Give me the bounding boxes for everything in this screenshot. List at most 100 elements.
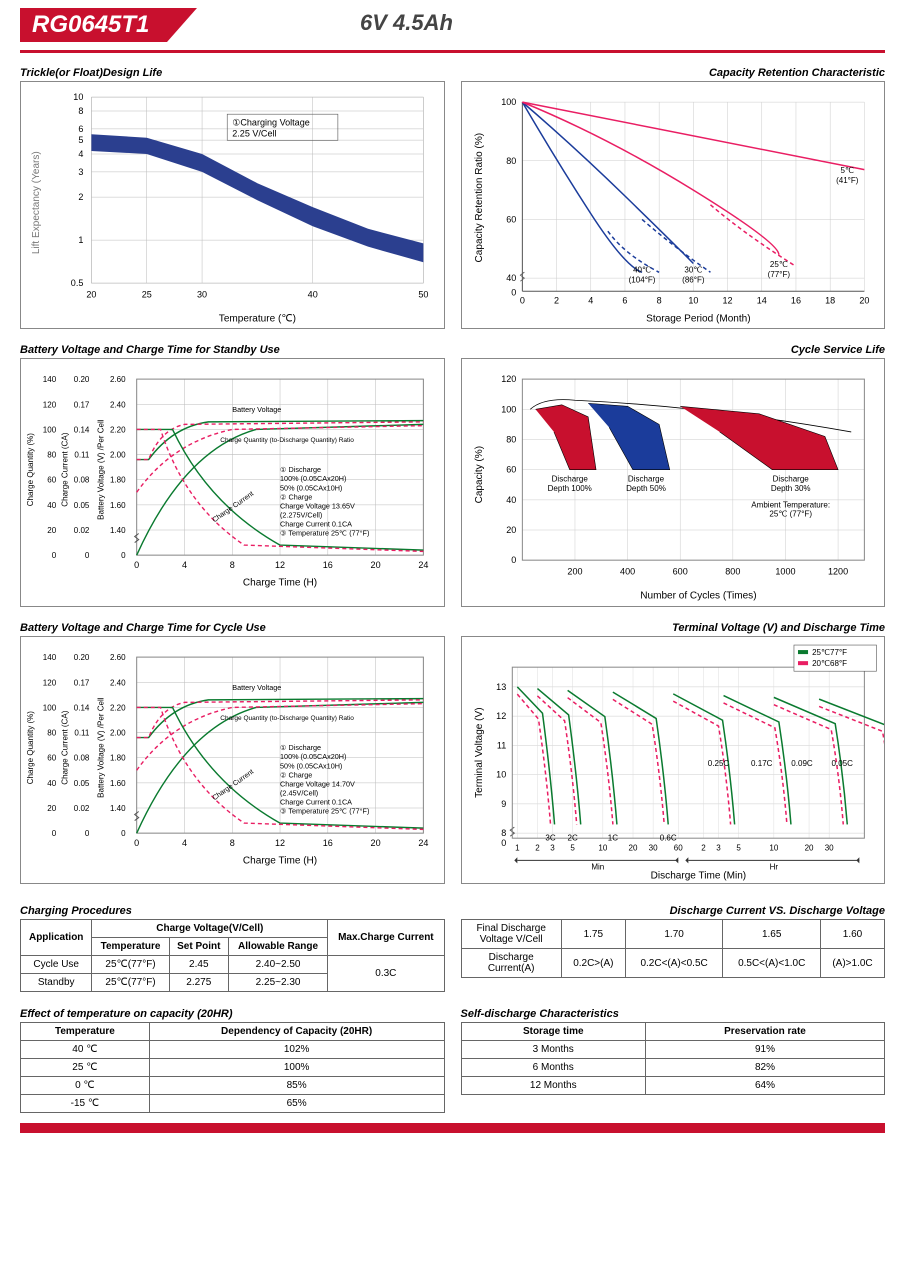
svg-text:1: 1 [515,843,520,852]
svg-text:0.11: 0.11 [74,728,90,737]
svg-text:Charge Current (CA): Charge Current (CA) [60,710,69,784]
header-rule [20,50,885,53]
svg-text:Capacity Retention Ratio (%): Capacity Retention Ratio (%) [474,133,485,263]
chart6: 89101112130123510203060235102030MinHr 3C… [461,636,886,884]
svg-text:0.08: 0.08 [74,754,90,763]
svg-text:80: 80 [47,451,56,460]
svg-text:5: 5 [78,135,83,145]
svg-text:(77°F): (77°F) [767,270,790,279]
svg-text:0.08: 0.08 [74,476,90,485]
svg-text:Discharge Time (Min): Discharge Time (Min) [650,870,745,881]
svg-text:10: 10 [769,843,778,852]
svg-text:1.80: 1.80 [110,754,126,763]
svg-text:40: 40 [506,495,516,505]
svg-text:600: 600 [672,567,687,577]
svg-text:30: 30 [824,843,833,852]
svg-text:80: 80 [47,728,56,737]
svg-text:Ambient Temperature:: Ambient Temperature: [751,501,830,510]
svg-text:50% (0.05CAx10H): 50% (0.05CAx10H) [280,761,342,770]
svg-text:60: 60 [506,465,516,475]
svg-text:100% (0.05CAx20H): 100% (0.05CAx20H) [280,752,346,761]
svg-text:12: 12 [275,838,285,848]
svg-text:2C: 2C [567,833,577,842]
svg-text:2: 2 [535,843,540,852]
svg-text:12: 12 [496,711,506,721]
svg-text:16: 16 [790,295,800,305]
svg-text:1.60: 1.60 [110,501,126,510]
svg-text:1.80: 1.80 [110,476,126,485]
svg-text:2.60: 2.60 [110,653,126,662]
svg-text:Min: Min [591,862,604,871]
svg-text:9: 9 [501,799,506,809]
svg-text:1C: 1C [607,833,617,842]
svg-text:25℃ (77°F): 25℃ (77°F) [769,510,812,519]
svg-text:25℃77°F: 25℃77°F [812,648,847,657]
svg-text:2.60: 2.60 [110,376,126,385]
svg-text:60: 60 [673,843,682,852]
svg-text:40: 40 [308,289,318,299]
svg-text:40: 40 [506,273,516,283]
svg-text:Charge Current: Charge Current [211,491,255,525]
svg-text:25℃: 25℃ [769,260,787,269]
svg-text:(2.45V/Cell): (2.45V/Cell) [280,788,318,797]
svg-text:Charge Voltage 14.70V: Charge Voltage 14.70V [280,779,355,788]
svg-text:1000: 1000 [775,567,795,577]
svg-text:100: 100 [43,703,57,712]
temp-capacity-table: TemperatureDependency of Capacity (20HR)… [20,1022,445,1113]
svg-text:Battery Voltage: Battery Voltage [232,405,281,414]
svg-text:1: 1 [78,235,83,245]
svg-text:20: 20 [371,561,381,571]
svg-text:20: 20 [628,843,637,852]
svg-text:5: 5 [570,843,575,852]
svg-text:120: 120 [43,401,57,410]
svg-text:0.11: 0.11 [74,451,90,460]
svg-text:0.09C: 0.09C [791,759,813,768]
chart1-title: Trickle(or Float)Design Life [20,67,445,79]
svg-text:24: 24 [418,838,428,848]
svg-text:2: 2 [554,295,559,305]
svg-text:100: 100 [501,405,516,415]
svg-text:20℃68°F: 20℃68°F [812,659,847,668]
svg-text:80: 80 [506,435,516,445]
svg-text:Charge Quantity (%): Charge Quantity (%) [26,433,35,507]
svg-text:0: 0 [121,552,126,561]
svg-text:0: 0 [511,556,516,566]
chart4: 02040608010012020040060080010001200 Disc… [461,358,886,606]
svg-text:1.40: 1.40 [110,526,126,535]
table4-title: Self-discharge Characteristics [461,1008,886,1020]
svg-text:0.14: 0.14 [74,703,90,712]
svg-text:20: 20 [47,526,56,535]
svg-text:30: 30 [648,843,657,852]
svg-text:Storage Period (Month): Storage Period (Month) [646,313,750,324]
svg-text:20: 20 [371,838,381,848]
svg-text:Charge Quantity (to-Discharge: Charge Quantity (to-Discharge Quantity) … [220,437,354,444]
svg-text:40: 40 [47,779,56,788]
svg-text:0: 0 [85,829,90,838]
svg-text:4: 4 [182,561,187,571]
header-spec: 6V 4.5Ah [360,10,453,36]
svg-text:20: 20 [86,289,96,299]
svg-text:1.40: 1.40 [110,804,126,813]
svg-text:2.25 V/Cell: 2.25 V/Cell [232,128,276,138]
svg-text:0.6C: 0.6C [659,833,676,842]
svg-text:6: 6 [78,124,83,134]
svg-text:Charge Time (H): Charge Time (H) [243,855,317,866]
svg-text:Temperature (℃): Temperature (℃) [219,313,296,324]
svg-text:50% (0.05CAx10H): 50% (0.05CAx10H) [280,484,342,493]
svg-text:Charge Current 0.1CA: Charge Current 0.1CA [280,520,352,529]
svg-text:0: 0 [519,295,524,305]
svg-text:0.02: 0.02 [74,804,90,813]
chart1: 0.51234568102025304050 ①Charging Voltage… [20,81,445,329]
svg-text:0: 0 [501,838,506,848]
svg-text:1.60: 1.60 [110,779,126,788]
svg-text:0.5: 0.5 [71,278,84,288]
svg-text:2.20: 2.20 [110,703,126,712]
svg-text:2.00: 2.00 [110,728,126,737]
svg-text:Hr: Hr [769,862,778,871]
svg-text:60: 60 [506,214,516,224]
svg-text:24: 24 [418,561,428,571]
svg-text:(86°F): (86°F) [682,276,705,285]
svg-text:Battery Voltage: Battery Voltage [232,683,281,692]
svg-text:Discharge: Discharge [772,475,809,484]
svg-text:② Charge: ② Charge [280,493,312,502]
